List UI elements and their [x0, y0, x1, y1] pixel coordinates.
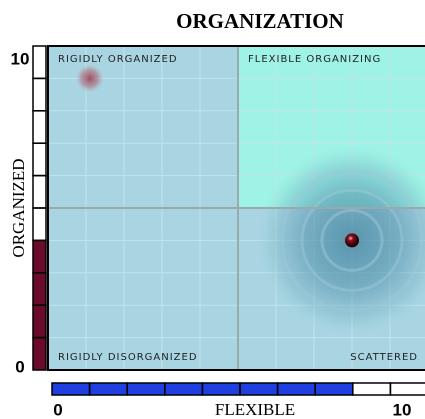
chart-title: ORGANIZATION	[176, 9, 344, 33]
y-gauge-cell	[32, 336, 47, 371]
halo-ring	[320, 208, 384, 272]
halo-ring	[300, 188, 404, 292]
x-gauge-cell	[389, 382, 425, 396]
past-point	[75, 64, 104, 93]
y-tick-label: 10	[11, 49, 30, 68]
plot-frame	[47, 45, 425, 371]
y-axis-label: ORGANIZED	[9, 158, 28, 257]
quadrant-label: FLEXIBLE ORGANIZING	[248, 54, 381, 65]
plot-area	[48, 46, 425, 370]
quadrant-label: RIGIDLY DISORGANIZED	[58, 352, 198, 363]
point	[345, 233, 359, 248]
quadrant-label: RIGIDLY ORGANIZED	[58, 54, 178, 65]
x-axis-label: FLEXIBLE	[215, 400, 295, 419]
y-tick-label: 0	[15, 357, 24, 376]
gauges	[32, 45, 425, 396]
points	[75, 64, 425, 336]
halo-ring	[280, 168, 424, 312]
x-tick-label: 0	[53, 400, 62, 419]
quadrant	[48, 46, 238, 208]
x-tick-label: 10	[393, 400, 412, 419]
quadrant-label: SCATTERED	[350, 352, 418, 363]
